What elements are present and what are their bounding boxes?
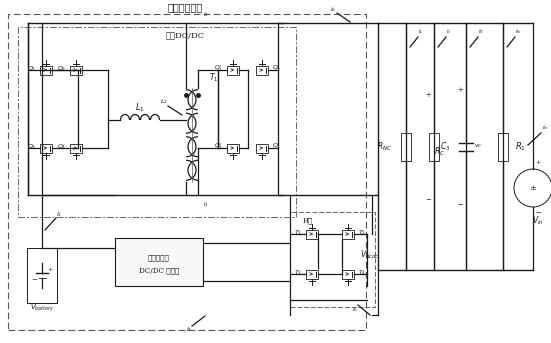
Text: $Q_4$: $Q_4$ <box>57 143 66 151</box>
Bar <box>227 66 239 74</box>
Text: $i_6$: $i_6$ <box>330 5 336 14</box>
Text: $T_3$: $T_3$ <box>294 269 302 277</box>
Text: H桥: H桥 <box>303 216 313 224</box>
Text: $Q_3'$: $Q_3'$ <box>214 142 223 152</box>
Text: $Q_1$: $Q_1$ <box>26 64 36 73</box>
Text: −: − <box>457 201 463 209</box>
Text: $T_1$: $T_1$ <box>209 72 219 84</box>
Text: 全桥DC/DC: 全桥DC/DC <box>165 32 204 40</box>
Text: $v_C$: $v_C$ <box>474 143 483 151</box>
Bar <box>115 238 203 286</box>
Bar <box>306 270 318 279</box>
Text: $L_2$: $L_2$ <box>160 97 168 106</box>
Text: $C_3$: $C_3$ <box>440 140 450 153</box>
Text: $i_c$: $i_c$ <box>446 27 452 36</box>
Text: $Q_1'$: $Q_1'$ <box>214 64 223 74</box>
Bar <box>227 143 239 153</box>
Text: $T_1$: $T_1$ <box>294 228 302 237</box>
Text: $l_2$: $l_2$ <box>203 11 209 20</box>
Text: $Q_3$: $Q_3$ <box>26 143 36 151</box>
Bar <box>40 143 52 153</box>
Bar <box>498 132 508 161</box>
Text: +: + <box>457 86 463 94</box>
Text: $T_2$: $T_2$ <box>358 228 366 237</box>
Text: +: + <box>47 267 53 272</box>
Bar <box>306 229 318 238</box>
Text: $R_{NC}$: $R_{NC}$ <box>377 140 392 153</box>
Text: $L_1$: $L_1$ <box>135 102 145 114</box>
Text: ±: ± <box>530 184 537 192</box>
Text: $i_L$: $i_L$ <box>418 27 424 36</box>
Bar <box>342 270 354 279</box>
Bar <box>70 143 82 153</box>
Text: $R_1$: $R_1$ <box>515 140 526 153</box>
Text: $R_C$: $R_C$ <box>434 145 445 158</box>
Text: 直流电力弹簧: 直流电力弹簧 <box>168 3 203 12</box>
Text: $Q_2$: $Q_2$ <box>57 64 66 73</box>
Text: $V_{dcdc}$: $V_{dcdc}$ <box>360 249 380 261</box>
Bar <box>40 66 52 74</box>
Bar <box>8 14 366 330</box>
Text: $l_4$: $l_4$ <box>186 326 192 334</box>
Bar <box>429 132 439 161</box>
Text: $T_4$: $T_4$ <box>358 269 366 277</box>
Bar <box>18 27 296 217</box>
Text: −: − <box>535 209 541 217</box>
Text: DC/DC 变换器: DC/DC 变换器 <box>139 266 179 274</box>
Bar <box>27 248 57 303</box>
Text: $V_{in}$: $V_{in}$ <box>532 215 544 227</box>
Text: +: + <box>536 159 541 165</box>
Bar <box>256 66 268 74</box>
Text: $Q_4'$: $Q_4'$ <box>272 142 282 152</box>
Bar <box>70 66 82 74</box>
Text: −: − <box>31 276 37 284</box>
Bar <box>342 229 354 238</box>
Bar <box>290 212 375 307</box>
Text: $l_3$: $l_3$ <box>203 201 209 210</box>
Text: +: + <box>425 91 431 99</box>
Text: $i_{ln}$: $i_{ln}$ <box>515 27 521 36</box>
Circle shape <box>514 169 551 207</box>
Text: $l_5$: $l_5$ <box>352 306 358 315</box>
Text: $Q_2'$: $Q_2'$ <box>272 64 281 74</box>
Bar <box>401 132 411 161</box>
Text: $i_{ln}$: $i_{ln}$ <box>542 123 548 132</box>
Text: $l_1$: $l_1$ <box>56 211 62 220</box>
Text: $i_0$: $i_0$ <box>478 27 484 36</box>
Bar <box>256 143 268 153</box>
Text: $V_{battery}$: $V_{battery}$ <box>30 302 55 314</box>
Text: 双向升降压: 双向升降压 <box>148 253 170 261</box>
Text: −: − <box>425 196 431 204</box>
